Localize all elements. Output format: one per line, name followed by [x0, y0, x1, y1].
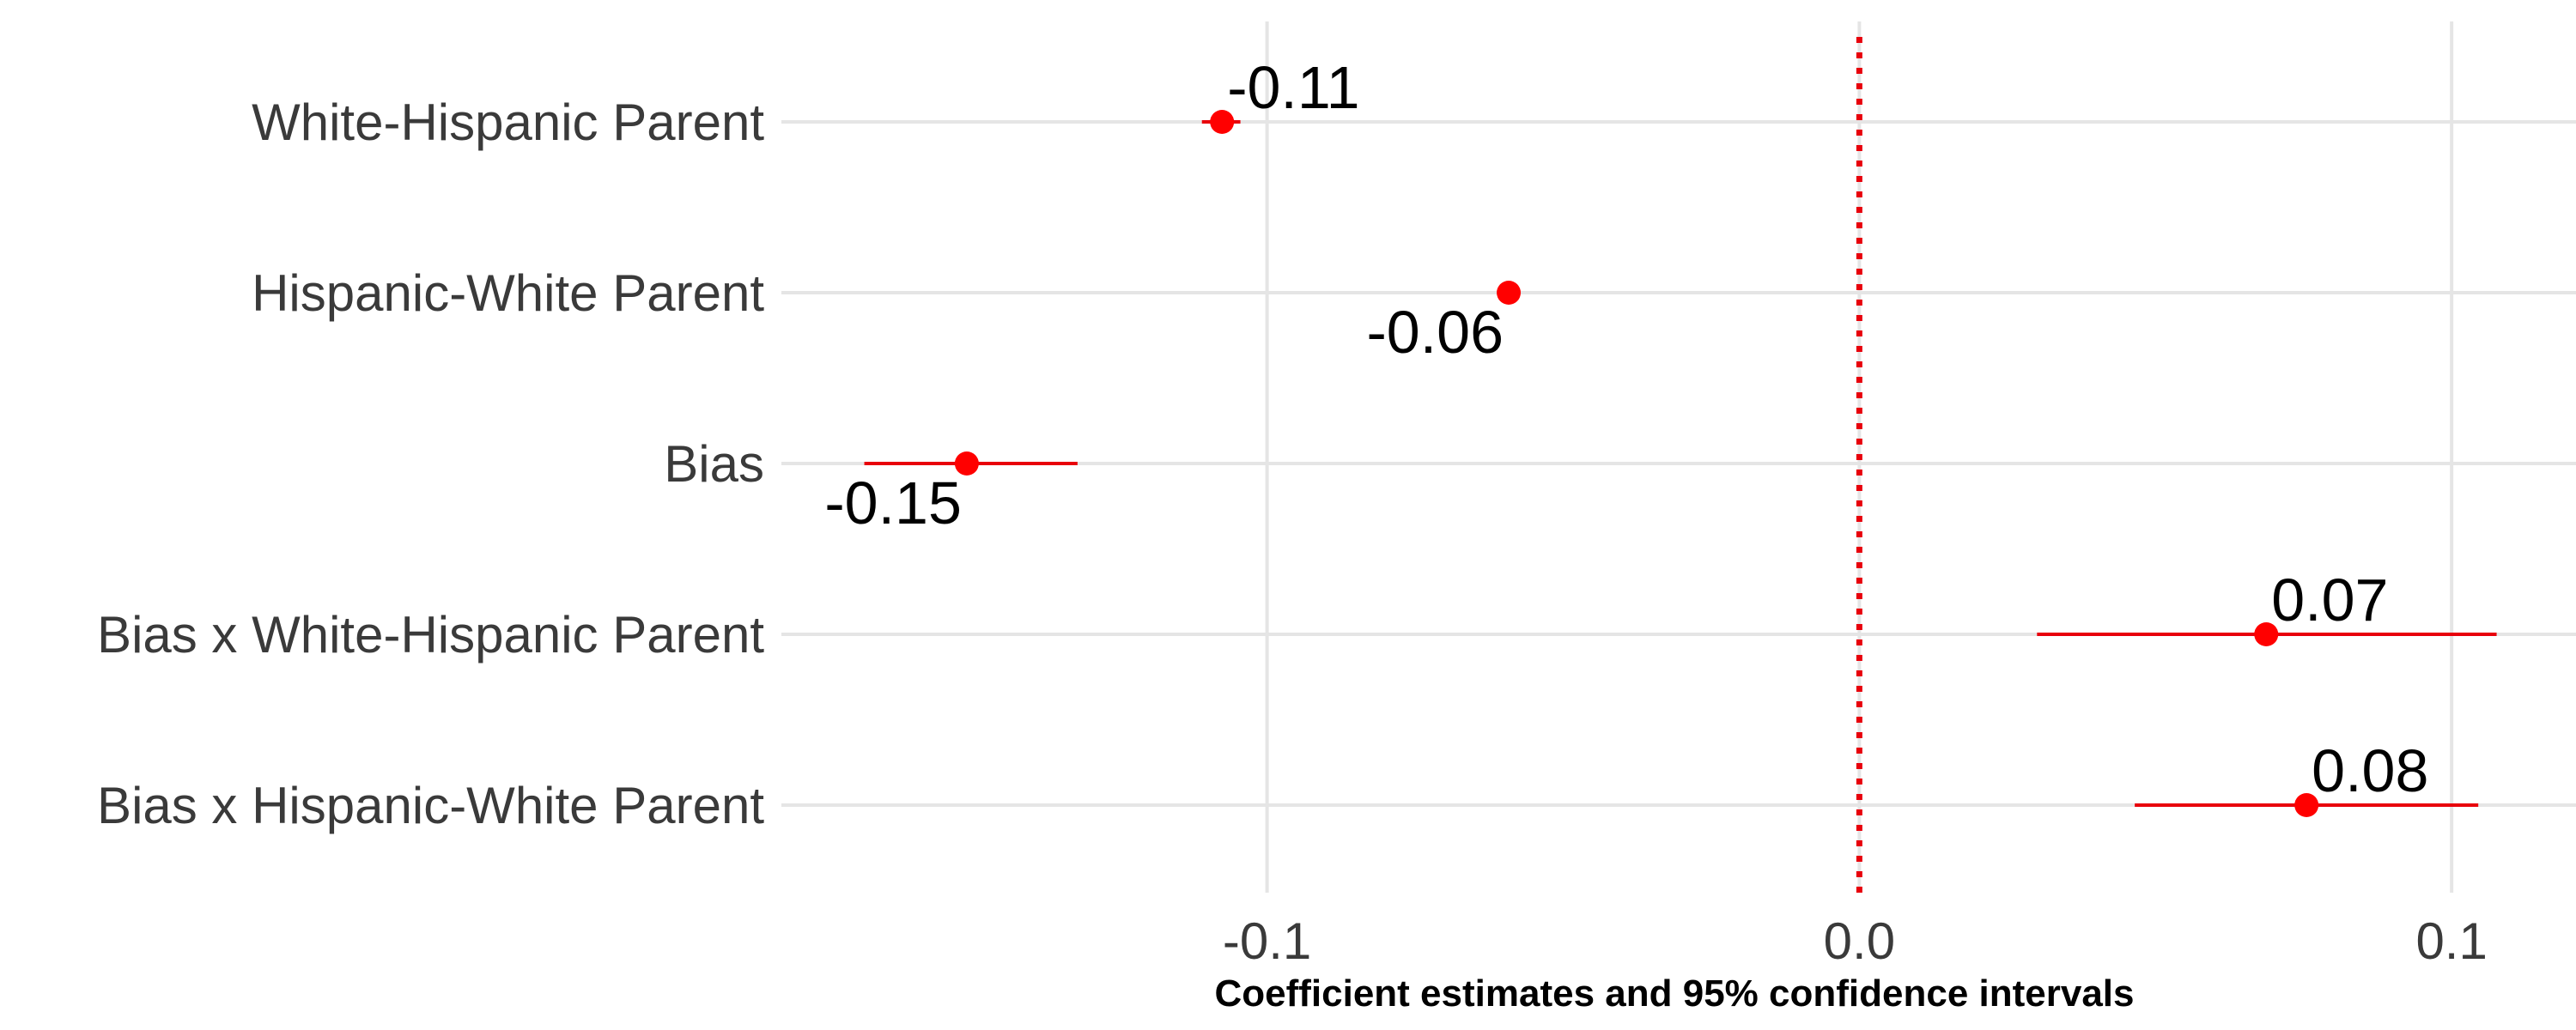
estimate-points: [954, 110, 2319, 817]
data-label: 0.08: [2312, 737, 2428, 804]
data-labels: -0.11 -0.06 -0.15 0.07 0.08: [824, 54, 2428, 804]
x-axis-title: Coefficient estimates and 95% confidence…: [1214, 972, 2134, 1015]
y-category-label: Bias x White-Hispanic Parent: [97, 606, 764, 663]
data-label: -0.15: [824, 470, 962, 536]
x-axis-tick-labels: -0.1 0.0 0.1: [1223, 912, 2488, 970]
estimate-point: [1497, 281, 1522, 305]
y-axis-labels: White-Hispanic Parent Hispanic-White Pare…: [97, 94, 764, 834]
y-category-label: Bias x Hispanic-White Parent: [97, 777, 764, 834]
estimate-point: [2294, 793, 2319, 817]
grid-lines: [781, 21, 2576, 893]
estimate-point: [954, 451, 979, 476]
y-category-label: Bias: [664, 435, 764, 493]
estimate-point: [2254, 622, 2279, 646]
x-tick-label: 0.1: [2415, 912, 2487, 970]
data-label: -0.06: [1366, 299, 1504, 366]
y-category-label: White-Hispanic Parent: [252, 94, 764, 151]
x-tick-label: 0.0: [1824, 912, 1895, 970]
y-category-label: Hispanic-White Parent: [252, 264, 764, 322]
data-label: -0.11: [1227, 54, 1359, 121]
data-label: 0.07: [2271, 566, 2388, 633]
x-tick-label: -0.1: [1223, 912, 1311, 970]
estimate-point: [1210, 110, 1235, 134]
